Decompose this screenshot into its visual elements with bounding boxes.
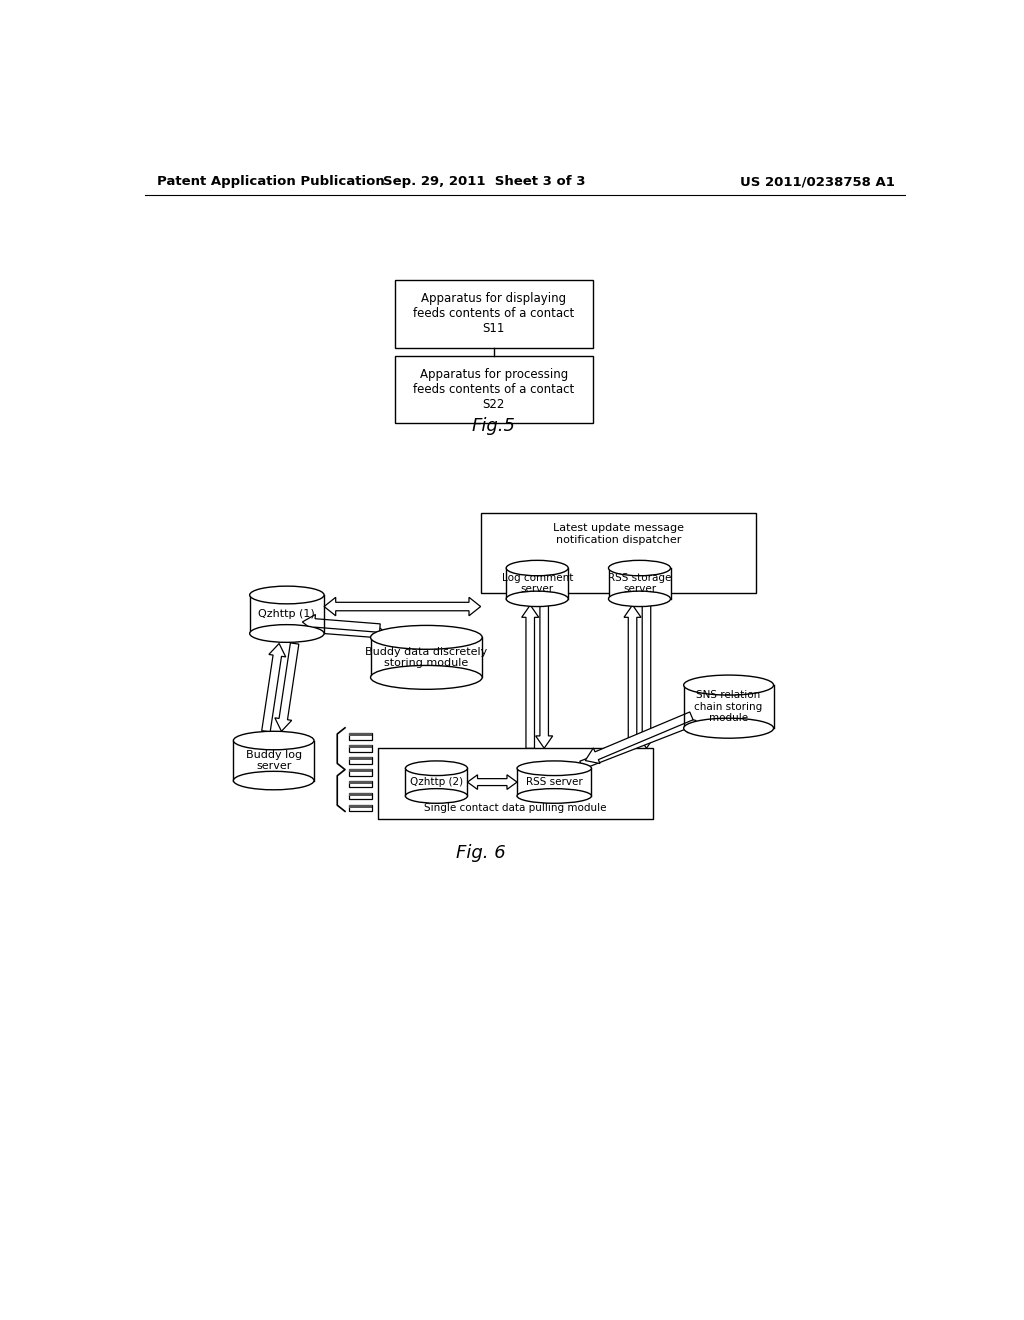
Bar [349,781,372,784]
Bar [517,768,592,796]
Polygon shape [521,605,539,748]
Polygon shape [624,605,641,748]
Bar [349,770,372,776]
Text: Latest update message
notification dispatcher: Latest update message notification dispa… [553,523,684,545]
Text: Single contact data pulling module: Single contact data pulling module [424,804,606,813]
Ellipse shape [250,586,324,603]
Polygon shape [324,598,480,616]
Bar [349,744,372,748]
Bar [349,805,372,808]
Text: Apparatus for displaying
feeds contents of a contact
S11: Apparatus for displaying feeds contents … [413,293,574,335]
Bar [349,781,372,788]
Bar [506,568,568,599]
Bar [395,355,593,424]
Ellipse shape [506,591,568,607]
Text: SNS relation
chain storing
module: SNS relation chain storing module [694,690,763,723]
Bar [371,638,482,677]
Bar [349,758,372,763]
Text: Sep. 29, 2011  Sheet 3 of 3: Sep. 29, 2011 Sheet 3 of 3 [383,176,586,187]
Ellipse shape [233,771,314,789]
Polygon shape [638,605,655,748]
Polygon shape [536,605,553,748]
Bar [349,733,372,739]
Text: Buddy log
server: Buddy log server [246,750,302,771]
Bar [395,280,593,348]
Bar [608,568,671,599]
Polygon shape [467,775,517,789]
Polygon shape [580,717,696,770]
Text: Fig. 6: Fig. 6 [456,843,506,862]
Text: Buddy data discretely
storing module: Buddy data discretely storing module [366,647,487,668]
Text: Qzhttp (1): Qzhttp (1) [258,610,315,619]
Text: Apparatus for processing
feeds contents of a contact
S22: Apparatus for processing feeds contents … [413,368,574,411]
Ellipse shape [684,675,773,696]
Bar [349,758,372,760]
Ellipse shape [406,760,467,776]
Text: Fig.5: Fig.5 [472,417,516,436]
Text: US 2011/0238758 A1: US 2011/0238758 A1 [740,176,895,187]
Text: RSS server: RSS server [526,777,583,787]
Bar [684,685,773,729]
Bar [349,793,372,800]
Bar [349,793,372,796]
Ellipse shape [506,561,568,576]
Polygon shape [302,615,380,632]
Text: Log comment
server: Log comment server [502,573,572,594]
Text: Qzhttp (2): Qzhttp (2) [410,777,463,787]
Ellipse shape [517,788,592,804]
Bar [349,805,372,812]
Text: RSS storage
server: RSS storage server [608,573,671,594]
Bar [250,595,324,634]
Bar [233,741,314,780]
Polygon shape [274,643,299,731]
Ellipse shape [517,760,592,776]
Bar [349,770,372,772]
Text: Patent Application Publication: Patent Application Publication [158,176,385,187]
Bar [406,768,467,796]
Polygon shape [262,644,286,731]
Ellipse shape [371,626,482,649]
Bar [349,744,372,751]
Ellipse shape [371,665,482,689]
Ellipse shape [684,718,773,738]
Polygon shape [308,624,388,642]
Bar [349,733,372,737]
Ellipse shape [406,788,467,804]
Polygon shape [586,711,693,763]
Ellipse shape [250,624,324,643]
Bar [378,748,652,818]
Bar [480,512,756,594]
Ellipse shape [608,591,671,607]
Ellipse shape [233,731,314,750]
Ellipse shape [608,561,671,576]
